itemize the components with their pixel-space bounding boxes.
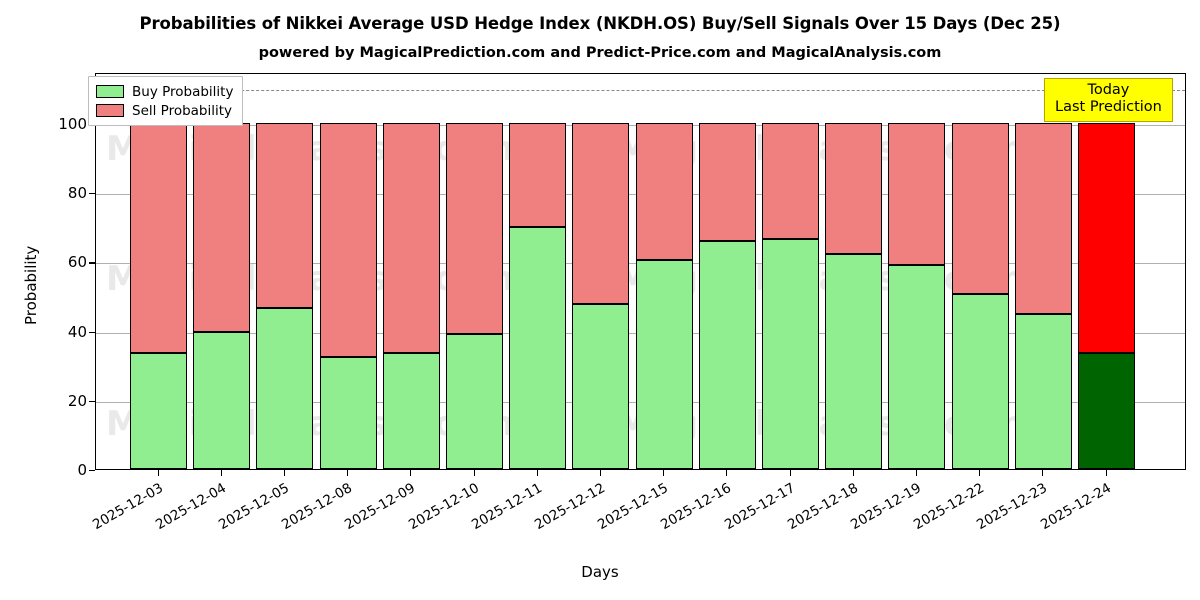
- x-tick-mark: [410, 470, 412, 476]
- bar-segment-buy: [509, 227, 567, 469]
- bar-segment-sell: [1078, 123, 1135, 353]
- today-annotation: Today Last Prediction: [1044, 78, 1173, 123]
- legend-item-sell: Sell Probability: [96, 101, 233, 120]
- bar[interactable]: [446, 123, 503, 469]
- today-line-2: Last Prediction: [1055, 99, 1162, 116]
- bar-segment-sell: [193, 123, 251, 333]
- bar-segment-buy: [319, 356, 377, 469]
- legend-label-buy: Buy Probability: [132, 83, 234, 100]
- bar[interactable]: [762, 123, 819, 469]
- x-tick-mark: [283, 470, 286, 476]
- chart-subtitle: powered by MagicalPrediction.com and Pre…: [258, 45, 942, 61]
- legend-swatch-buy: [96, 85, 124, 98]
- reference-line: [96, 90, 1185, 92]
- bar-segment-buy: [698, 240, 756, 469]
- bar[interactable]: [635, 123, 693, 469]
- bar-today[interactable]: [1078, 123, 1135, 469]
- bar-segment-sell: [446, 123, 503, 334]
- y-tick-label-20: 20: [67, 391, 87, 410]
- bar[interactable]: [888, 123, 946, 469]
- bar-segment-buy: [130, 352, 187, 469]
- bar-segment-sell: [319, 123, 377, 357]
- bar-segment-sell: [635, 123, 693, 260]
- x-tick-mark: [915, 470, 918, 476]
- bar-segment-sell: [762, 123, 819, 239]
- y-tick-label-40: 40: [67, 322, 87, 341]
- y-tick-mark: [89, 470, 95, 472]
- bar-segment-buy: [762, 238, 819, 469]
- bar-segment-sell: [951, 123, 1009, 294]
- chart-title: Probabilities of Nikkei Average USD Hedg…: [139, 14, 1061, 33]
- bar-segment-buy: [1014, 313, 1072, 469]
- bar-segment-sell: [572, 123, 630, 304]
- today-line-1: Today: [1087, 82, 1130, 98]
- bar-segment-buy: [572, 303, 630, 469]
- bar[interactable]: [509, 123, 567, 469]
- bar[interactable]: [825, 123, 883, 469]
- x-tick-mark: [220, 470, 222, 476]
- x-tick-mark: [347, 470, 349, 476]
- y-tick-label-0: 0: [77, 461, 87, 479]
- bar-segment-buy: [256, 307, 314, 469]
- y-tick-label-60: 60: [67, 253, 87, 272]
- y-axis-label: Probability: [22, 245, 40, 325]
- bar-segment-sell: [1014, 123, 1072, 314]
- bars-layer: [96, 74, 1185, 469]
- legend-item-buy: Buy Probability: [96, 82, 233, 101]
- bar[interactable]: [951, 123, 1009, 469]
- chart-legend: Buy Probability Sell Probability: [88, 76, 244, 126]
- bar[interactable]: [193, 123, 251, 469]
- x-tick-mark: [726, 470, 728, 476]
- bar[interactable]: [382, 123, 440, 469]
- y-tick-label-80: 80: [67, 184, 87, 203]
- y-tick-mark: [89, 331, 95, 333]
- bar[interactable]: [319, 123, 377, 469]
- x-tick-mark: [979, 470, 981, 476]
- bar-segment-buy: [951, 293, 1009, 469]
- bar[interactable]: [130, 123, 187, 469]
- plot-area: MagicalAnalysis.com MagicalAnalysis.com Ma…: [95, 73, 1186, 470]
- bar-segment-buy: [888, 265, 946, 469]
- bar-segment-buy: [1078, 352, 1135, 469]
- legend-label-sell: Sell Probability: [132, 102, 233, 119]
- x-tick-mark: [599, 470, 602, 476]
- x-tick-mark: [663, 470, 665, 476]
- x-tick-mark: [1105, 470, 1107, 476]
- y-tick-label-100: 100: [58, 115, 87, 133]
- bar-segment-sell: [509, 123, 567, 228]
- bar[interactable]: [256, 123, 314, 469]
- bar-segment-buy: [825, 254, 883, 469]
- bar-segment-sell: [382, 123, 440, 353]
- legend-swatch-sell: [96, 104, 124, 117]
- x-tick-mark: [789, 470, 791, 476]
- bar[interactable]: [698, 123, 756, 469]
- x-tick-mark: [536, 470, 538, 476]
- y-tick-mark: [89, 400, 95, 402]
- bar-segment-sell: [888, 123, 946, 266]
- bar-segment-buy: [446, 333, 503, 469]
- x-tick-mark: [473, 470, 475, 476]
- bar-segment-buy: [635, 259, 693, 469]
- x-tick-mark: [852, 470, 854, 476]
- bar-segment-sell: [130, 123, 187, 353]
- y-tick-mark: [89, 262, 95, 264]
- bar[interactable]: [1014, 123, 1072, 469]
- bar[interactable]: [572, 123, 630, 469]
- bar-segment-sell: [256, 123, 314, 308]
- x-tick-mark: [1042, 470, 1044, 476]
- x-tick-mark: [157, 470, 159, 476]
- x-axis-label: Days: [581, 563, 619, 581]
- bar-segment-buy: [193, 332, 251, 469]
- bar-segment-buy: [382, 352, 440, 469]
- bar-segment-sell: [698, 123, 756, 241]
- bar-segment-sell: [825, 123, 883, 255]
- y-tick-mark: [89, 193, 95, 195]
